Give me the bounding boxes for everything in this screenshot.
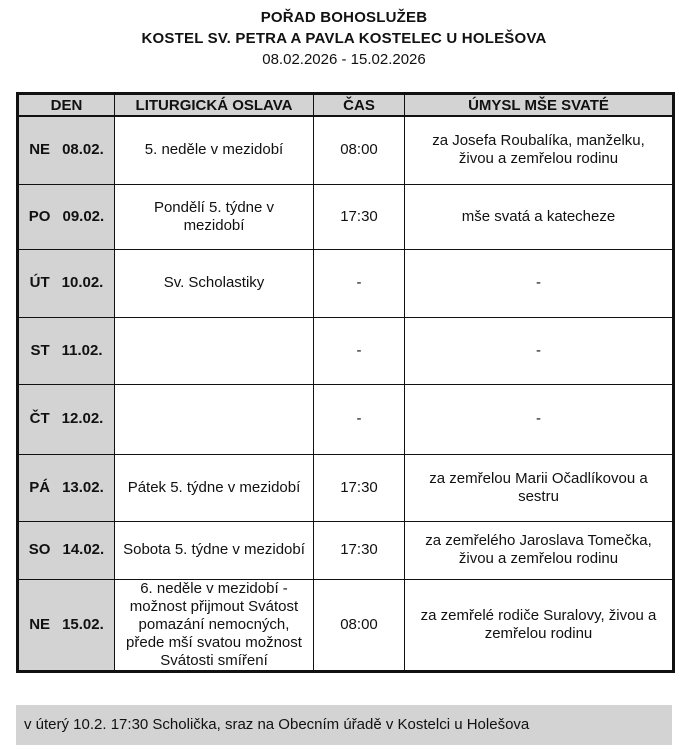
page-subtitle: KOSTEL SV. PETRA A PAVLA KOSTELEC U HOLE… [141,30,547,47]
column-header-intention: ÚMYSL MŠE SVATÉ [404,93,674,117]
column-header-day: DEN [17,93,115,117]
intention-cell: mše svatá a katecheze [404,183,674,250]
day-date: 13.02. [62,478,104,496]
day-cell: NE 08.02. [17,115,115,185]
day-cell: ČT 12.02. [17,383,115,455]
day-abbr: SO [28,541,51,558]
day-cell: ÚT 10.02. [17,248,115,318]
day-abbr: ST [30,341,50,359]
liturgical-cell: Pondělí 5. týdne v mezidobí [114,183,314,250]
time-cell: 17:30 [313,520,405,580]
day-date: 10.02. [61,274,104,291]
day-abbr: ČT [29,410,50,427]
time-cell: - [313,316,405,385]
day-cell: ST 11.02. [17,316,115,385]
day-date: 11.02. [61,341,103,359]
day-cell: PÁ 13.02. [17,453,115,522]
day-cell: PO 09.02. [17,183,115,250]
liturgical-cell: 5. neděle v mezidobí [114,115,314,185]
intention-cell: - [404,248,674,318]
table-row: ST 11.02. - - [17,316,674,385]
intention-cell: za zemřelé rodiče Suralovy, živou a zemř… [404,578,674,672]
day-cell: NE 15.02. [17,578,115,672]
day-date: 09.02. [62,207,105,225]
time-cell: 08:00 [313,578,405,672]
document-header: POŘAD BOHOSLUŽEB KOSTEL SV. PETRA A PAVL… [0,0,688,70]
day-date: 15.02. [62,615,104,633]
intention-cell: za zemřelou Marii Očadlíkovou a sestru [404,453,674,522]
table-row: PÁ 13.02. Pátek 5. týdne v mezidobí 17:30… [17,453,674,522]
intention-cell: - [404,383,674,455]
day-abbr: ÚT [29,274,50,291]
liturgical-cell [114,316,314,385]
intention-cell: za zemřelého Jaroslava Tomečka, živou a … [404,520,674,580]
intention-cell: - [404,316,674,385]
day-date: 08.02. [62,141,104,159]
date-range: 08.02.2026 - 15.02.2026 [262,51,426,68]
table-row: SO 14.02. Sobota 5. týdne v mezidobí 17:3… [17,520,674,580]
liturgical-cell: Sv. Scholastiky [114,248,314,318]
page-title: POŘAD BOHOSLUŽEB [260,9,428,26]
column-header-liturgical: LITURGICKÁ OSLAVA [114,93,314,117]
time-cell: 17:30 [313,183,405,250]
time-cell: 17:30 [313,453,405,522]
liturgical-cell [114,383,314,455]
table-row: NE 08.02. 5. neděle v mezidobí 08:00 za J… [17,115,674,185]
day-abbr: PÁ [29,478,51,496]
table-row: ÚT 10.02. Sv. Scholastiky - - [17,248,674,318]
time-cell: - [313,248,405,318]
liturgical-cell: Sobota 5. týdne v mezidobí [114,520,314,580]
day-cell: SO 14.02. [17,520,115,580]
day-abbr: PO [28,207,51,225]
liturgical-cell: 6. neděle v mezidobí - možnost přijmout … [114,578,314,672]
table-row: PO 09.02. Pondělí 5. týdne v mezidobí 17:… [17,183,674,250]
liturgical-cell: Pátek 5. týdne v mezidobí [114,453,314,522]
day-abbr: NE [29,615,51,633]
footer-note-bar: v úterý 10.2. 17:30 Scholička, sraz na O… [16,704,672,745]
table-row: ČT 12.02. - - [17,383,674,455]
day-date: 12.02. [61,410,104,427]
time-cell: - [313,383,405,455]
intention-cell: za Josefa Roubalíka, manželku, živou a z… [404,115,674,185]
footer-note-text: v úterý 10.2. 17:30 Scholička, sraz na O… [24,716,530,733]
table-header-row: DEN LITURGICKÁ OSLAVA ČAS ÚMYSL MŠE SVAT… [17,93,674,117]
schedule-table: DEN LITURGICKÁ OSLAVA ČAS ÚMYSL MŠE SVAT… [16,92,675,673]
day-date: 14.02. [62,541,105,558]
time-cell: 08:00 [313,115,405,185]
day-abbr: NE [29,141,51,159]
table-row: NE 15.02. 6. neděle v mezidobí - možnost … [17,578,674,672]
column-header-time: ČAS [313,93,405,117]
